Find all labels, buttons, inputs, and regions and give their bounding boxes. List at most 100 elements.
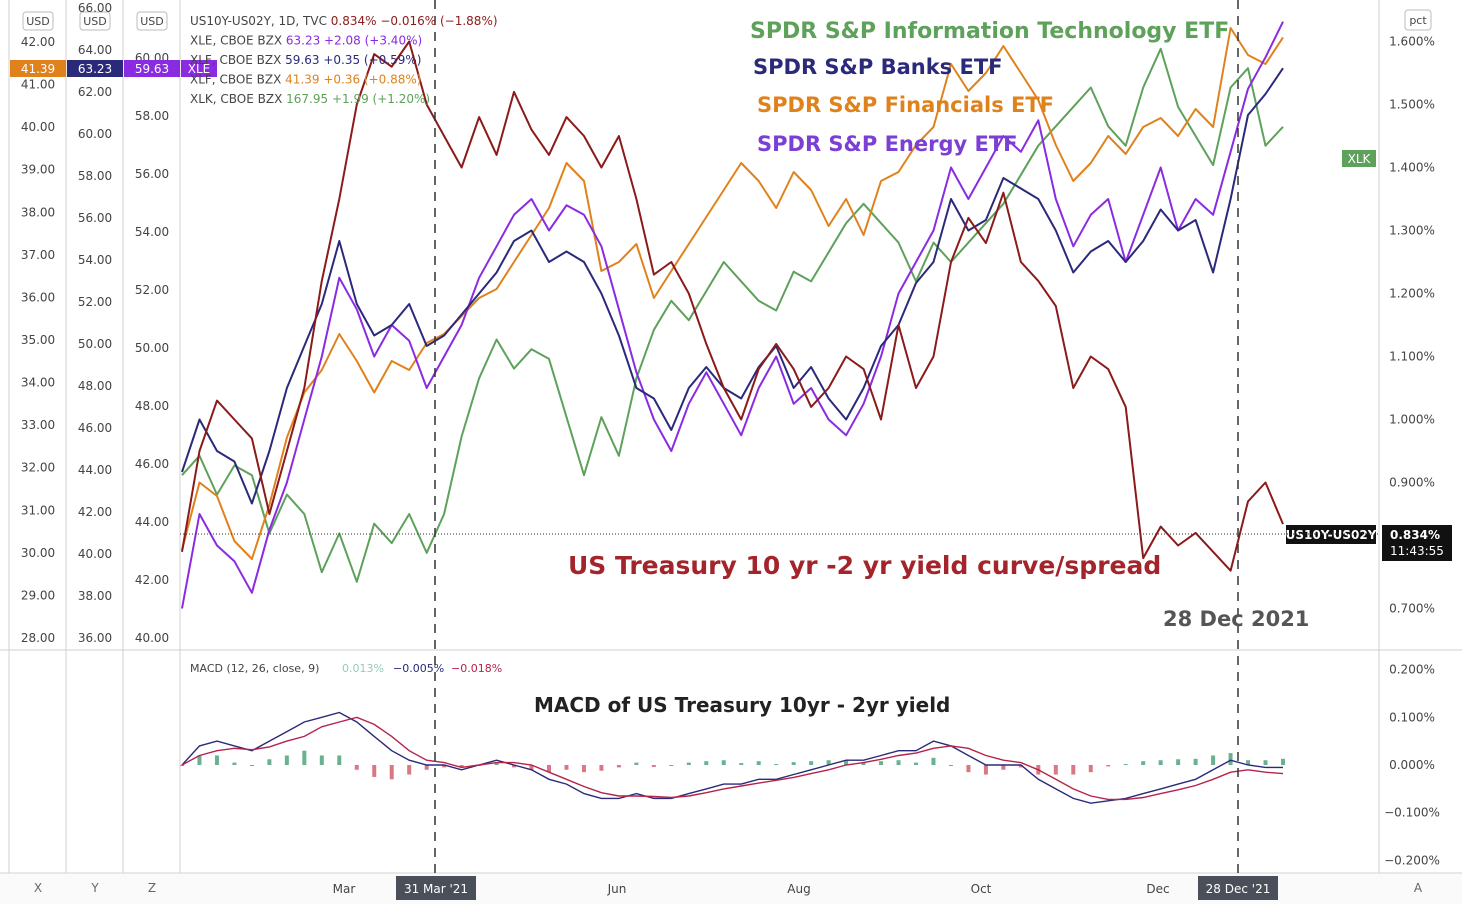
spread-name-text: US10Y-US02Y [1286, 528, 1377, 542]
macd-tick-label: 0.000% [1389, 758, 1435, 772]
axis-tick-label: 42.00 [135, 573, 169, 587]
axis-tick-label: 44.00 [135, 515, 169, 529]
spread-annotation: US Treasury 10 yr -2 yr yield curve/spre… [568, 551, 1161, 580]
macd-hist-bar [686, 762, 691, 765]
series-line-xlf [181, 27, 1284, 560]
axis-tick-label: 40.00 [21, 120, 55, 134]
macd-hist-bar [1158, 760, 1163, 765]
legend-value: 41.39 [285, 73, 323, 87]
macd-tick-label: −0.200% [1384, 853, 1440, 867]
left-price-axes[interactable]: USD 42.00 41.00 40.00 39.00 38.00 37.00 36.00 35… [10, 1, 217, 645]
macd-hist-bar [704, 761, 709, 765]
axis-tick-label: 58.00 [78, 169, 112, 183]
axis-button-y[interactable]: Y [90, 881, 99, 895]
axis-tick-label: 50.00 [135, 341, 169, 355]
macd-hist-bar [1281, 758, 1285, 765]
xlk-tag [1342, 150, 1376, 167]
axis-tick-label: 56.00 [135, 167, 169, 181]
legend-name: XLE, CBOE BZX [190, 34, 286, 48]
axis-tick-label: 32.00 [21, 461, 55, 475]
date-markers [434, 0, 1239, 873]
marker-2-text: 28 Dec '21 [1206, 882, 1271, 896]
axis-tick-label: 54.00 [135, 225, 169, 239]
macd-hist-bar [1001, 765, 1006, 770]
series-legend: US10Y-US02Y, 1D, TVC 0.834% −0.016% (−1.… [190, 14, 498, 106]
macd-hist-bar [1246, 760, 1251, 765]
macd-hist-bar [896, 760, 901, 765]
macd-hist-bar [669, 765, 674, 766]
axis-tick-label: 36.00 [78, 631, 112, 645]
axis-tick-label: 28.00 [21, 631, 55, 645]
macd-hist-bar [337, 755, 342, 765]
right-percent-axis[interactable]: pct 1.600% 1.500% 1.400% 1.300% 1.200% 1.100% 1… [1286, 9, 1452, 616]
macd-hist-bar [1141, 761, 1146, 765]
macd-hist-bar [389, 765, 394, 780]
macd-hist-bar [1263, 760, 1268, 765]
panel-frame [0, 0, 1462, 874]
axis-unit-box [136, 11, 168, 31]
legend-row: XLK, CBOE BZX 167.95 +1.99 (+1.20%) [190, 92, 430, 106]
macd-hist-bar [232, 762, 237, 765]
legend-name: US10Y-US02Y, 1D, TVC [190, 14, 331, 28]
xlk-tag-text: XLK [1348, 152, 1372, 166]
macd-hist-bar [651, 765, 656, 767]
month-label: Mar [333, 882, 356, 896]
macd-hist-bar [180, 765, 184, 766]
last-value-text: 59.63 [135, 62, 169, 76]
axis-unit-box [79, 11, 111, 31]
macd-hist-bar [844, 760, 849, 765]
macd-hist-bar [319, 755, 324, 765]
legend-change: −0.016% (−1.88%) [380, 14, 497, 28]
axis-tick-label: 46.00 [78, 421, 112, 435]
right-tick-label: 1.000% [1389, 413, 1435, 427]
macd-hist-bar [302, 750, 307, 765]
marker-1-text: 31 Mar '21 [404, 882, 468, 896]
axis-tick-label: 34.00 [21, 376, 55, 390]
macd-legend-macd: −0.005% [393, 662, 444, 675]
macd-hist-bar [1211, 755, 1216, 765]
right-unit-label: pct [1409, 14, 1427, 27]
right-tick-label: 0.900% [1389, 476, 1435, 490]
axis-tick-label: 35.00 [21, 333, 55, 347]
axis-unit-label: USD [83, 15, 107, 28]
axis-unit-label: USD [140, 15, 164, 28]
right-tick-label: 1.600% [1389, 35, 1435, 49]
countdown-text: 11:43:55 [1390, 544, 1444, 558]
axis-tick-label: 46.00 [135, 457, 169, 471]
macd-hist-bar [1228, 753, 1233, 765]
axis-tick-label: 39.00 [21, 163, 55, 177]
right-tick-label: 1.200% [1389, 287, 1435, 301]
month-label: Oct [971, 882, 992, 896]
macd-hist-bar [739, 763, 744, 765]
macd-hist-bar [249, 765, 254, 766]
axis-unit-label: USD [26, 15, 50, 28]
macd-hist-bar [459, 765, 464, 768]
macd-hist-bar [267, 759, 272, 765]
macd-hist-bar [1176, 759, 1181, 765]
date-annotation: 28 Dec 2021 [1163, 607, 1309, 631]
axis-tick-label: 66.00 [78, 1, 112, 15]
axis-button-z[interactable]: Z [148, 881, 156, 895]
axis-tick-label: 64.00 [78, 43, 112, 57]
macd-hist-bar [774, 764, 779, 766]
axis-tick-label: 41.00 [21, 78, 55, 92]
macd-hist-bar [861, 762, 866, 765]
axis-tick-label: 40.00 [78, 547, 112, 561]
legend-value: 0.834% [331, 14, 381, 28]
macd-hist-bar [914, 762, 918, 765]
axis-tick-label: 56.00 [78, 211, 112, 225]
legend-row: XLF, CBOE BZX 41.39 +0.36 (+0.88%) [190, 73, 421, 87]
axis-button-x[interactable]: X [34, 881, 42, 895]
macd-hist-bar [494, 762, 499, 765]
axis-unit-box [22, 11, 54, 31]
axis-tick-label: 38.00 [21, 205, 55, 219]
axis-unit-0: USD [22, 11, 54, 31]
auto-scale-button[interactable]: A [1414, 881, 1423, 895]
macd-line [181, 711, 1283, 804]
axis-tick-label: 36.00 [21, 290, 55, 304]
legend-name: XLK, CBOE BZX [190, 92, 286, 106]
axis-tick-label: 44.00 [78, 463, 112, 477]
spread-value-tag [1382, 525, 1452, 561]
macd-hist-bar [791, 762, 796, 765]
